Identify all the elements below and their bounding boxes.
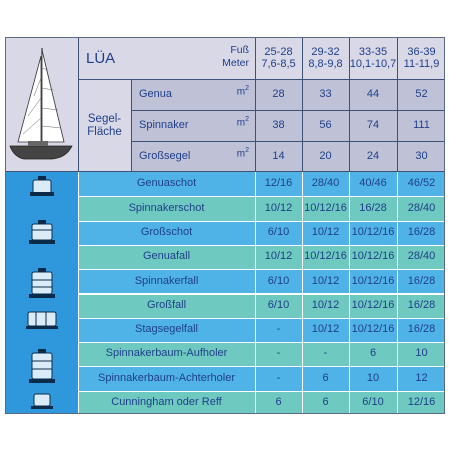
winch-value: 10 xyxy=(397,342,444,367)
winch-value: 16/28 xyxy=(349,196,397,221)
winch-value: 28/40 xyxy=(302,172,349,197)
sail-value: 52 xyxy=(397,79,444,110)
winch-row-label: Spinnakerschot xyxy=(78,196,255,221)
sail-value: 30 xyxy=(397,141,444,172)
winch-value: 6/10 xyxy=(255,293,302,318)
sail-unit: m2 xyxy=(236,147,249,160)
winch-row-label: Genuafall xyxy=(78,244,255,270)
sail-row-genua: Genua m2 xyxy=(131,79,255,110)
winch-value: 10/12 xyxy=(302,317,349,343)
winch-value: 10/12/16 xyxy=(349,317,397,343)
sail-value: 44 xyxy=(349,79,397,110)
winch-value: 16/28 xyxy=(397,293,444,318)
winch-row-label: Spinnakerbaum-Achterholer xyxy=(78,366,255,391)
winch-value: 10/12 xyxy=(255,196,302,221)
winch-value: 16/28 xyxy=(397,317,444,343)
winch-value: 10/12/16 xyxy=(349,269,397,294)
winch-value: 6 xyxy=(349,342,397,367)
sailboat-panel xyxy=(6,38,78,172)
sail-value: 74 xyxy=(349,110,397,141)
table-title: LÜA xyxy=(86,49,116,67)
winch-value: - xyxy=(255,317,302,343)
winch-icon xyxy=(29,349,55,383)
winch-value: 6/10 xyxy=(255,220,302,245)
sail-area-label: Segel- Fläche xyxy=(78,79,131,172)
winch-value: 12/16 xyxy=(255,172,302,197)
size-header-1: 25-28 7,6-8,5 xyxy=(255,38,302,79)
winch-value: - xyxy=(255,342,302,367)
winch-value: 46/52 xyxy=(397,172,444,197)
sail-value: 24 xyxy=(349,141,397,172)
sail-row-spinnaker: Spinnaker m2 xyxy=(131,110,255,141)
sail-unit: m2 xyxy=(236,85,249,98)
winch-value: 16/28 xyxy=(397,220,444,245)
winch-selection-table: LÜA Fuß Meter 25-28 7,6-8,5 29-32 8,8-9,… xyxy=(5,37,445,414)
winch-value: 10/12/16 xyxy=(349,244,397,270)
sail-row-grosssegel: Großsegel m2 xyxy=(131,141,255,172)
winch-value: 12 xyxy=(397,366,444,391)
winch-value: 6 xyxy=(302,366,349,391)
winch-value: 6/10 xyxy=(349,390,397,413)
winch-value: 10/12 xyxy=(302,220,349,245)
winch-icon xyxy=(30,176,54,196)
winch-row-label: Großschot xyxy=(78,220,255,245)
sail-value: 20 xyxy=(302,141,349,172)
sailboat-icon xyxy=(9,48,73,160)
sail-value: 56 xyxy=(302,110,349,141)
winch-value: 16/28 xyxy=(397,269,444,294)
sail-value: 28 xyxy=(255,79,302,110)
winch-row-label: Großfall xyxy=(78,293,255,318)
winch-value: - xyxy=(302,342,349,367)
winch-value: - xyxy=(255,366,302,391)
winch-row-label: Spinnakerbaum-Aufholer xyxy=(78,342,255,367)
sail-unit: m2 xyxy=(236,116,249,129)
winch-value: 10/12/16 xyxy=(349,293,397,318)
unit-meter-label: Meter xyxy=(222,56,249,69)
winch-icon-column xyxy=(6,172,78,413)
size-header-3: 33-35 10,1-10,7 xyxy=(349,38,397,79)
winch-value: 6/10 xyxy=(255,269,302,294)
winch-value: 10/12 xyxy=(255,244,302,270)
sail-value: 33 xyxy=(302,79,349,110)
winch-icon xyxy=(31,393,53,409)
winch-value: 12/16 xyxy=(397,390,444,413)
sail-value: 14 xyxy=(255,141,302,172)
winch-value: 10/12 xyxy=(302,269,349,294)
sail-value: 38 xyxy=(255,110,302,141)
winch-value: 10/12 xyxy=(302,293,349,318)
winch-value: 10 xyxy=(349,366,397,391)
winch-row-label: Spinnakerfall xyxy=(78,269,255,294)
winch-value: 10/12/16 xyxy=(302,196,349,221)
size-header-4: 36-39 11-11,9 xyxy=(397,38,444,79)
winch-value: 28/40 xyxy=(397,196,444,221)
winch-icon xyxy=(26,311,58,329)
winch-icon xyxy=(29,220,55,244)
winch-value: 10/12/16 xyxy=(302,244,349,270)
table-title-cell: LÜA Fuß Meter xyxy=(78,38,255,79)
winch-value: 40/46 xyxy=(349,172,397,197)
unit-feet-label: Fuß xyxy=(230,44,249,56)
sail-value: 111 xyxy=(397,110,444,141)
winch-row-label: Genuaschot xyxy=(78,172,255,197)
winch-value: 10/12/16 xyxy=(349,220,397,245)
winch-value: 6 xyxy=(255,390,302,413)
winch-row-label: Stagsegelfall xyxy=(78,317,255,343)
winch-icon xyxy=(29,268,55,298)
winch-row-label: Cunningham oder Reff xyxy=(78,390,255,413)
winch-value: 6 xyxy=(302,390,349,413)
winch-value: 28/40 xyxy=(397,244,444,270)
size-header-2: 29-32 8,8-9,8 xyxy=(302,38,349,79)
